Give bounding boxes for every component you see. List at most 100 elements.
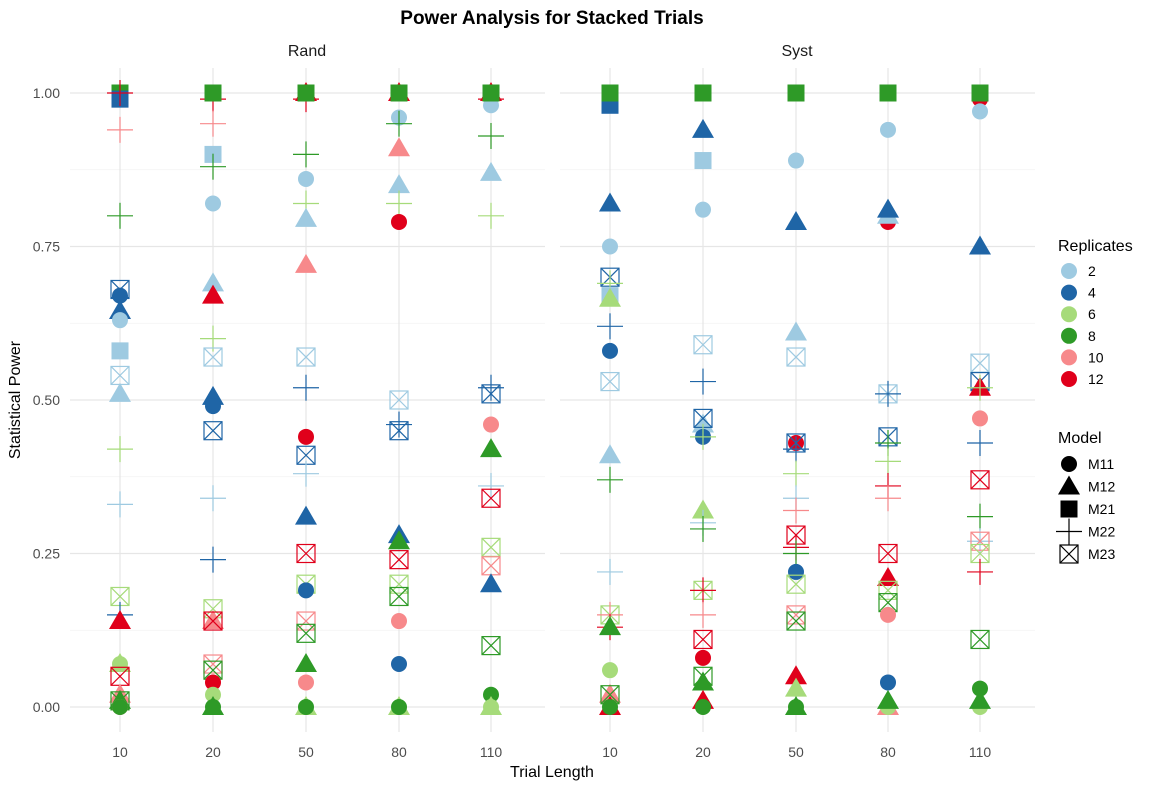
- point-syst-m12-rep8: [877, 689, 899, 709]
- point-syst-m11-rep2: [602, 238, 618, 255]
- point-rand-m11-rep12: [298, 428, 314, 445]
- point-rand-m11-rep6: [205, 686, 221, 703]
- point-syst-m12-rep6: [785, 677, 807, 697]
- point-rand-m12-rep2: [109, 382, 131, 402]
- point-syst-m21-rep8: [694, 84, 712, 102]
- point-syst-m11-rep8: [972, 680, 988, 697]
- point-syst-m11-rep8: [695, 699, 711, 715]
- point-rand-m21-rep8: [482, 84, 500, 102]
- point-syst-m11-rep4: [602, 342, 618, 359]
- point-rand-m21-rep2: [111, 342, 129, 360]
- y-axis-ticks: 0.00 0.25 0.50 0.75 1.00: [33, 85, 60, 715]
- point-rand-m11-rep4: [112, 287, 128, 304]
- point-syst-m11-rep2: [972, 103, 988, 120]
- point-syst-m21-rep8: [787, 84, 805, 102]
- point-syst-m11-rep8: [788, 699, 804, 715]
- legend-swatch-rep-6: [1061, 306, 1077, 323]
- point-rand-m23-rep12: [481, 488, 501, 508]
- point-rand-m22-rep6: [386, 190, 412, 217]
- point-syst-m12-rep6: [599, 287, 621, 307]
- point-rand-m23-rep8: [481, 635, 501, 656]
- facet-label-rand: Rand: [288, 43, 326, 60]
- y-tick-label: 0.00: [33, 699, 60, 715]
- point-syst-m12-rep4: [877, 198, 899, 218]
- point-rand-m23-rep2: [389, 390, 409, 410]
- x-tick-label: 20: [695, 744, 711, 760]
- point-rand-m12-rep2: [480, 161, 502, 181]
- point-syst-m11-rep2: [880, 121, 896, 138]
- point-syst-m11-rep4: [880, 674, 896, 691]
- point-syst-m22-rep6: [967, 374, 993, 401]
- point-rand-m12-rep2: [202, 272, 224, 292]
- legend-swatch-rep-4: [1061, 284, 1077, 301]
- point-rand-m11-rep4: [391, 656, 407, 673]
- point-syst-m22-rep4: [597, 313, 623, 340]
- point-syst-m11-rep12: [695, 649, 711, 666]
- legend-swatch-m11: [1061, 456, 1077, 472]
- point-syst-m22-rep6: [783, 460, 809, 487]
- y-tick-label: 1.00: [33, 85, 60, 101]
- legend-swatch-m23: [1059, 544, 1079, 564]
- legend-label-rep-12: 12: [1088, 371, 1104, 387]
- legend-title-replicates: Replicates: [1058, 238, 1133, 255]
- point-syst-m22-rep8: [597, 466, 623, 493]
- point-syst-m23-rep6: [786, 574, 806, 594]
- legend-swatch-rep-2: [1061, 263, 1077, 279]
- legend-swatch-m12: [1058, 475, 1080, 495]
- point-syst-m12-rep4: [599, 192, 621, 212]
- point-syst-m22-rep4: [967, 429, 993, 456]
- point-rand-m22-rep2: [293, 460, 319, 487]
- facet-label-syst: Syst: [781, 43, 813, 60]
- point-rand-m22-rep6: [107, 436, 133, 463]
- point-syst-m22-rep6: [875, 448, 901, 475]
- point-rand-m11-rep10: [298, 674, 314, 691]
- point-rand-m12-rep10: [388, 137, 410, 157]
- point-rand-m22-rep6: [200, 325, 226, 352]
- point-syst-m23-rep12: [970, 470, 990, 490]
- point-rand-m11-rep10: [483, 416, 499, 433]
- point-syst-m12-rep4: [692, 118, 714, 138]
- point-rand-m22-rep8: [107, 202, 133, 229]
- chart-title: Power Analysis for Stacked Trials: [400, 8, 703, 29]
- point-syst-m12-rep8: [599, 616, 621, 636]
- point-syst-m21-rep8: [971, 84, 989, 102]
- point-rand-m22-rep2: [107, 491, 133, 518]
- point-rand-m12-rep12: [202, 284, 224, 304]
- point-syst-m23-rep2: [970, 353, 990, 373]
- point-rand-m12-rep12: [109, 610, 131, 630]
- legend-label-m21: M21: [1088, 501, 1115, 517]
- point-syst-m12-rep2: [599, 444, 621, 464]
- legend-label-rep-8: 8: [1088, 328, 1096, 344]
- point-syst-m21-rep8: [601, 84, 619, 102]
- point-syst-m11-rep10: [880, 606, 896, 623]
- point-syst-m22-rep4: [690, 368, 716, 395]
- point-syst-m23-rep4: [693, 408, 713, 429]
- x-tick-label: 110: [480, 744, 503, 760]
- point-rand-m22-rep10: [107, 116, 133, 143]
- point-syst-m11-rep2: [695, 201, 711, 218]
- data-points: [107, 80, 993, 715]
- legend-label-m12: M12: [1088, 479, 1115, 495]
- point-syst-m11-rep6: [602, 662, 618, 679]
- point-rand-m11-rep2: [112, 312, 128, 329]
- point-rand-m11-rep8: [298, 699, 314, 715]
- point-syst-m23-rep2: [786, 347, 806, 367]
- x-tick-label: 50: [298, 744, 314, 760]
- point-syst-m22-rep8: [967, 503, 993, 530]
- point-syst-m23-rep8: [786, 611, 806, 631]
- point-syst-m11-rep2: [788, 152, 804, 169]
- point-rand-m12-rep2: [388, 174, 410, 194]
- point-syst-m23-rep8: [970, 629, 990, 650]
- point-syst-m22-rep8: [783, 540, 809, 567]
- legend-label-m11: M11: [1088, 456, 1114, 472]
- point-rand-m11-rep4: [205, 398, 221, 415]
- x-tick-label: 10: [112, 744, 128, 760]
- y-tick-label: 0.50: [33, 392, 60, 408]
- point-rand-m12-rep4: [480, 573, 502, 593]
- point-rand-m11-rep6: [483, 699, 499, 715]
- point-syst-m23-rep12: [878, 543, 898, 564]
- point-rand-m12-rep4: [202, 385, 224, 405]
- point-syst-m22-rep10: [690, 601, 716, 628]
- legend-swatch-m21: [1060, 500, 1078, 518]
